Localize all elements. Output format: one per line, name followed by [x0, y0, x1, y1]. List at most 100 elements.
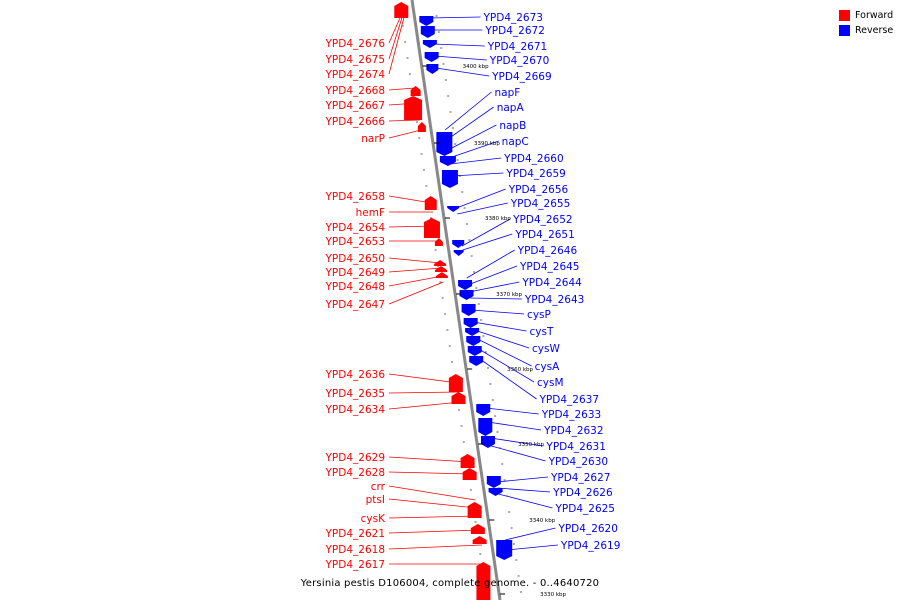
forward-gene-label: YPD4_2668	[325, 85, 385, 97]
reverse-gene-label: cysW	[532, 343, 560, 355]
forward-gene-label: YPD4_2629	[325, 452, 385, 464]
reverse-gene-label: cysP	[527, 309, 551, 321]
forward-leader-line	[388, 119, 420, 122]
reverse-gene-label: napF	[494, 87, 520, 99]
forward-gene-feature	[448, 374, 463, 392]
scale-tick-label: 3400 kbp	[463, 64, 489, 70]
forward-leader-line	[388, 391, 460, 394]
reverse-gene-feature	[467, 346, 482, 356]
reverse-gene-label: YPD4_2630	[548, 456, 608, 468]
scale-tick-label: 3340 kbp	[529, 518, 555, 524]
reverse-leader-line	[491, 445, 546, 462]
reverse-gene-feature	[478, 418, 493, 436]
reverse-leader-line	[496, 476, 548, 483]
forward-gene-label: YPD4_2667	[325, 100, 385, 112]
forward-gene-feature	[435, 272, 448, 278]
legend-item-reverse: Reverse	[839, 23, 893, 38]
reverse-gene-feature	[476, 404, 491, 416]
reverse-gene-label: cysT	[530, 326, 554, 338]
reverse-gene-feature	[496, 540, 513, 560]
reverse-leader-line	[467, 265, 518, 286]
forward-leader-line	[388, 257, 441, 264]
reverse-leader-line	[485, 407, 539, 415]
forward-leader-line	[388, 456, 470, 463]
forward-leader-line	[388, 515, 478, 519]
reverse-leader-line	[487, 421, 542, 431]
reverse-leader-line	[478, 357, 537, 400]
reverse-gene-label: YPD4_2620	[557, 523, 617, 535]
scale-tick-label: 3350 kbp	[518, 442, 544, 448]
forward-gene-label: YPD4_2675	[325, 54, 385, 66]
reverse-leader-line	[435, 67, 490, 77]
reverse-gene-label: YPD4_2659	[505, 168, 565, 180]
forward-gene-feature	[434, 238, 443, 246]
forward-leader-line	[388, 529, 480, 534]
reverse-leader-line	[461, 218, 511, 247]
legend-label-forward: Forward	[855, 10, 894, 21]
reverse-gene-feature	[422, 40, 437, 48]
forward-swatch	[839, 10, 850, 21]
reverse-gene-feature	[463, 318, 478, 328]
reverse-gene-label: YPD4_2660	[503, 153, 563, 165]
forward-leader-line	[388, 373, 459, 384]
forward-gene-feature	[451, 392, 466, 404]
forward-gene-label: cysK	[361, 513, 386, 525]
forward-gene-label: YPD4_2650	[325, 253, 385, 265]
reverse-leader-line	[469, 297, 522, 300]
reverse-gene-feature	[465, 328, 480, 336]
forward-gene-feature	[394, 2, 409, 18]
reverse-gene-feature	[486, 476, 501, 488]
reverse-gene-label: YPD4_2643	[524, 294, 584, 306]
reverse-leader-line	[475, 337, 532, 367]
reverse-gene-feature	[458, 280, 473, 290]
reverse-gene-feature	[461, 304, 476, 316]
forward-leader-line	[388, 401, 461, 410]
forward-gene-feature	[472, 536, 487, 544]
reverse-gene-label: YPD4_2651	[514, 229, 574, 241]
forward-gene-label: ptsI	[366, 494, 385, 506]
forward-gene-label: YPD4_2648	[325, 281, 385, 293]
scale-tick-label: 3330 kbp	[540, 592, 566, 598]
forward-leader-line	[388, 498, 477, 509]
forward-gene-feature	[417, 122, 426, 132]
forward-leader-line	[388, 485, 476, 501]
forward-gene-label: YPD4_2636	[325, 369, 386, 381]
reverse-gene-label: YPD4_2632	[543, 425, 603, 437]
forward-gene-label: YPD4_2676	[325, 38, 386, 50]
reverse-leader-line	[476, 347, 535, 383]
forward-gene-label: YPD4_2635	[325, 388, 385, 400]
reverse-gene-label: cysA	[535, 361, 560, 373]
forward-gene-feature	[462, 468, 477, 480]
reverse-leader-line	[434, 55, 487, 61]
reverse-gene-label: YPD4_2655	[510, 198, 570, 210]
forward-leader-line	[388, 11, 405, 60]
reverse-gene-label: cysM	[537, 377, 564, 389]
reverse-leader-line	[505, 527, 556, 541]
reverse-swatch	[839, 25, 850, 36]
reverse-gene-label: YPD4_2631	[545, 441, 605, 453]
scale-tick-label: 3380 kbp	[485, 216, 511, 222]
forward-gene-label: narP	[361, 133, 385, 145]
reverse-gene-label: YPD4_2673	[482, 12, 542, 24]
forward-gene-label: YPD4_2666	[325, 116, 386, 128]
reverse-gene-feature	[420, 26, 435, 38]
reverse-gene-feature	[424, 52, 439, 62]
forward-gene-feature	[404, 96, 423, 120]
reverse-gene-feature	[453, 250, 464, 256]
forward-gene-feature	[410, 86, 421, 96]
forward-gene-label: YPD4_2647	[325, 299, 385, 311]
reverse-leader-line	[474, 329, 530, 349]
forward-leader-line	[388, 267, 442, 273]
reverse-gene-label: napB	[499, 120, 526, 132]
legend-label-reverse: Reverse	[855, 25, 894, 36]
reverse-leader-line	[446, 106, 494, 141]
forward-leader-line	[388, 87, 415, 91]
scale-tick-label: 3360 kbp	[507, 367, 533, 373]
reverse-gene-label: YPD4_2627	[550, 472, 610, 484]
forward-gene-label: YPD4_2653	[325, 236, 385, 248]
reverse-gene-feature	[447, 206, 460, 212]
forward-leader-line	[388, 281, 444, 305]
forward-gene-feature	[424, 196, 437, 210]
reverse-leader-line	[466, 249, 515, 279]
